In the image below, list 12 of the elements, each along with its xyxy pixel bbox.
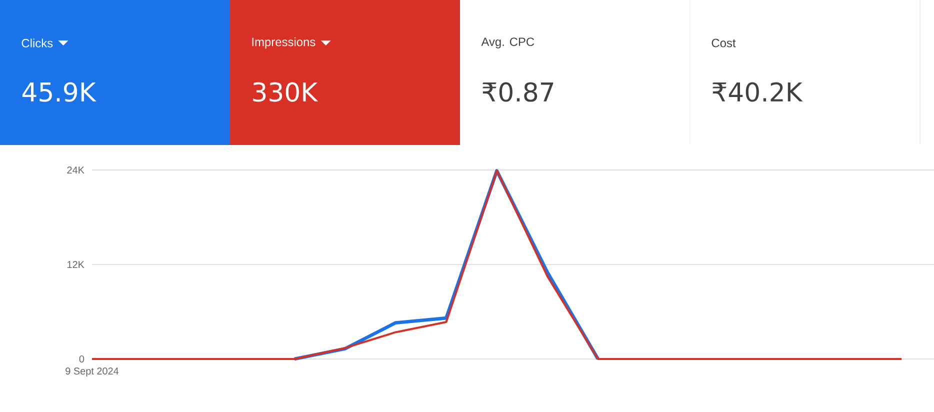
- text: ₹40.2K: [712, 82, 803, 102]
- text: Clicks: [22, 38, 53, 48]
- text: Impressions: [252, 37, 316, 49]
- y-tick-label: 12K: [68, 261, 84, 268]
- y-tick-label: 0: [79, 355, 84, 363]
- text: Cost: [712, 38, 736, 48]
- y-tick-label: 24K: [67, 166, 84, 174]
- x-tick-label: 9 Sept 2024: [66, 368, 119, 377]
- text: Avg. CPC: [481, 38, 534, 48]
- text: 330K: [253, 82, 318, 102]
- text: 45.9K: [22, 82, 96, 102]
- text: ₹0.87: [482, 82, 554, 102]
